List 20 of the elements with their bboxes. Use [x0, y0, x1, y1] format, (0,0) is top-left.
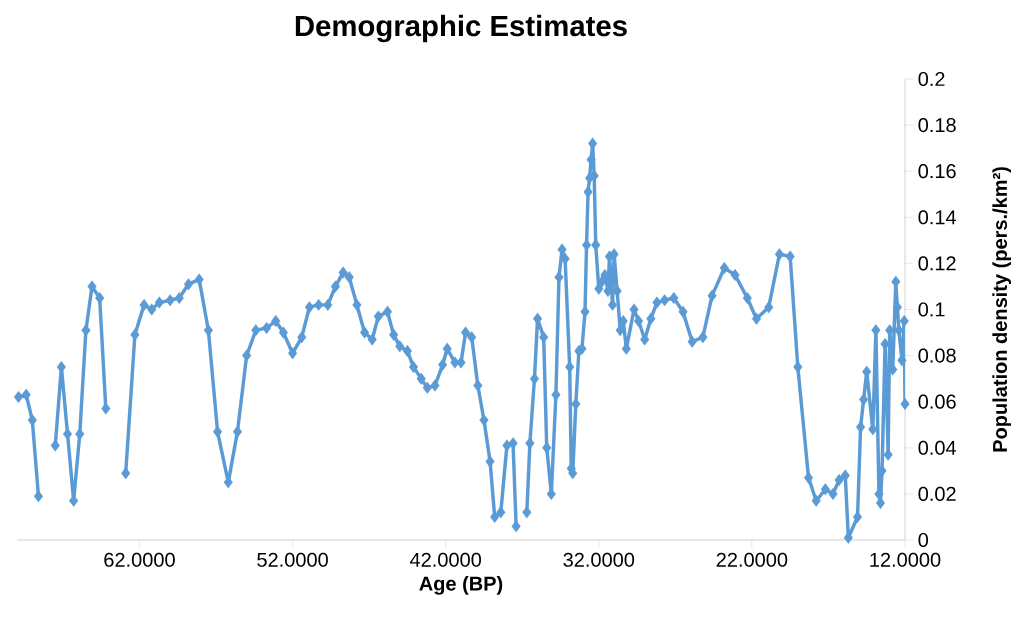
y-tick-label: 0.16: [918, 164, 956, 179]
y-tick-label: 0: [918, 532, 929, 548]
y-tick-label: 0.04: [918, 440, 957, 455]
x-axis-title: Age (BP): [419, 576, 503, 595]
x-tick-label: 62.0000: [104, 552, 175, 567]
y-tick-label: 0.02: [918, 486, 956, 501]
chart-title: Demographic Estimates: [295, 14, 627, 43]
x-tick-label: 12.0000: [870, 552, 941, 567]
y-tick-label: 0.12: [918, 256, 956, 271]
x-tick-label: 42.0000: [410, 552, 482, 567]
y-tick-label: 0.08: [918, 348, 956, 363]
y-tick-label: 0.2: [918, 71, 945, 87]
y-tick-label: 0.1: [918, 302, 945, 317]
x-tick-label: 52.0000: [257, 552, 328, 567]
y-axis-title: Population density (pers./km²): [992, 167, 1011, 452]
x-tick-label: 22.0000: [716, 552, 788, 567]
x-tick-label: 32.0000: [563, 552, 635, 567]
y-tick-label: 0.14: [918, 210, 957, 225]
y-tick-label: 0.18: [918, 118, 956, 133]
y-tick-label: 0.06: [918, 394, 956, 409]
